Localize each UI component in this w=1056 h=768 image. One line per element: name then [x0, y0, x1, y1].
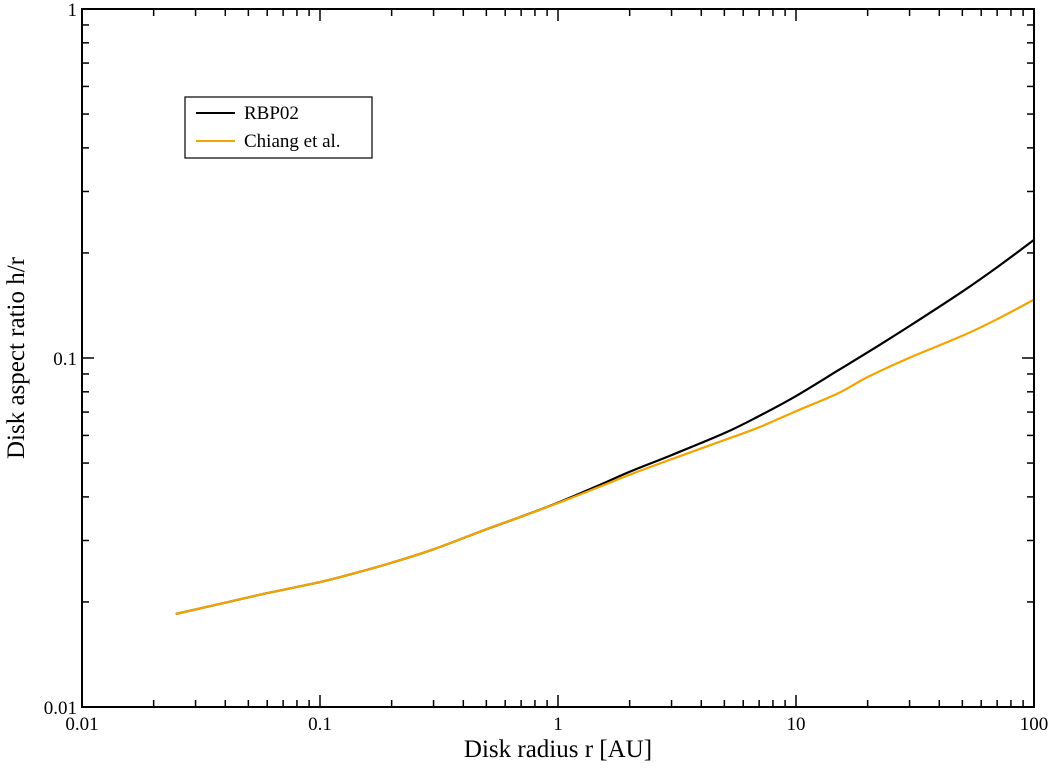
y-tick-label: 0.01	[44, 698, 77, 719]
x-tick-label: 1	[553, 714, 563, 735]
plot-frame	[81, 8, 1035, 708]
x-tick-label: 0.01	[65, 714, 98, 735]
legend: RBP02 Chiang et al.	[184, 96, 373, 159]
y-tick-label: 1	[68, 0, 78, 21]
y-axis-title: Disk aspect ratio h/r	[3, 256, 30, 459]
legend-label-chiang: Chiang et al.	[244, 131, 341, 152]
series-lines	[175, 238, 1036, 615]
x-axis-title: Disk radius r [AU]	[464, 736, 652, 763]
x-tick-label: 0.1	[308, 714, 332, 735]
legend-box	[184, 96, 373, 159]
x-tick-label: 100	[1020, 714, 1049, 735]
y-tick-label: 0.1	[53, 349, 77, 370]
legend-label-rbp02: RBP02	[244, 103, 299, 124]
x-tick-label: 10	[787, 714, 806, 735]
series-line-1	[175, 298, 1036, 615]
tick-labels: 0.01 0.1 1 10 100 0.01 0.1 1	[44, 0, 1049, 735]
